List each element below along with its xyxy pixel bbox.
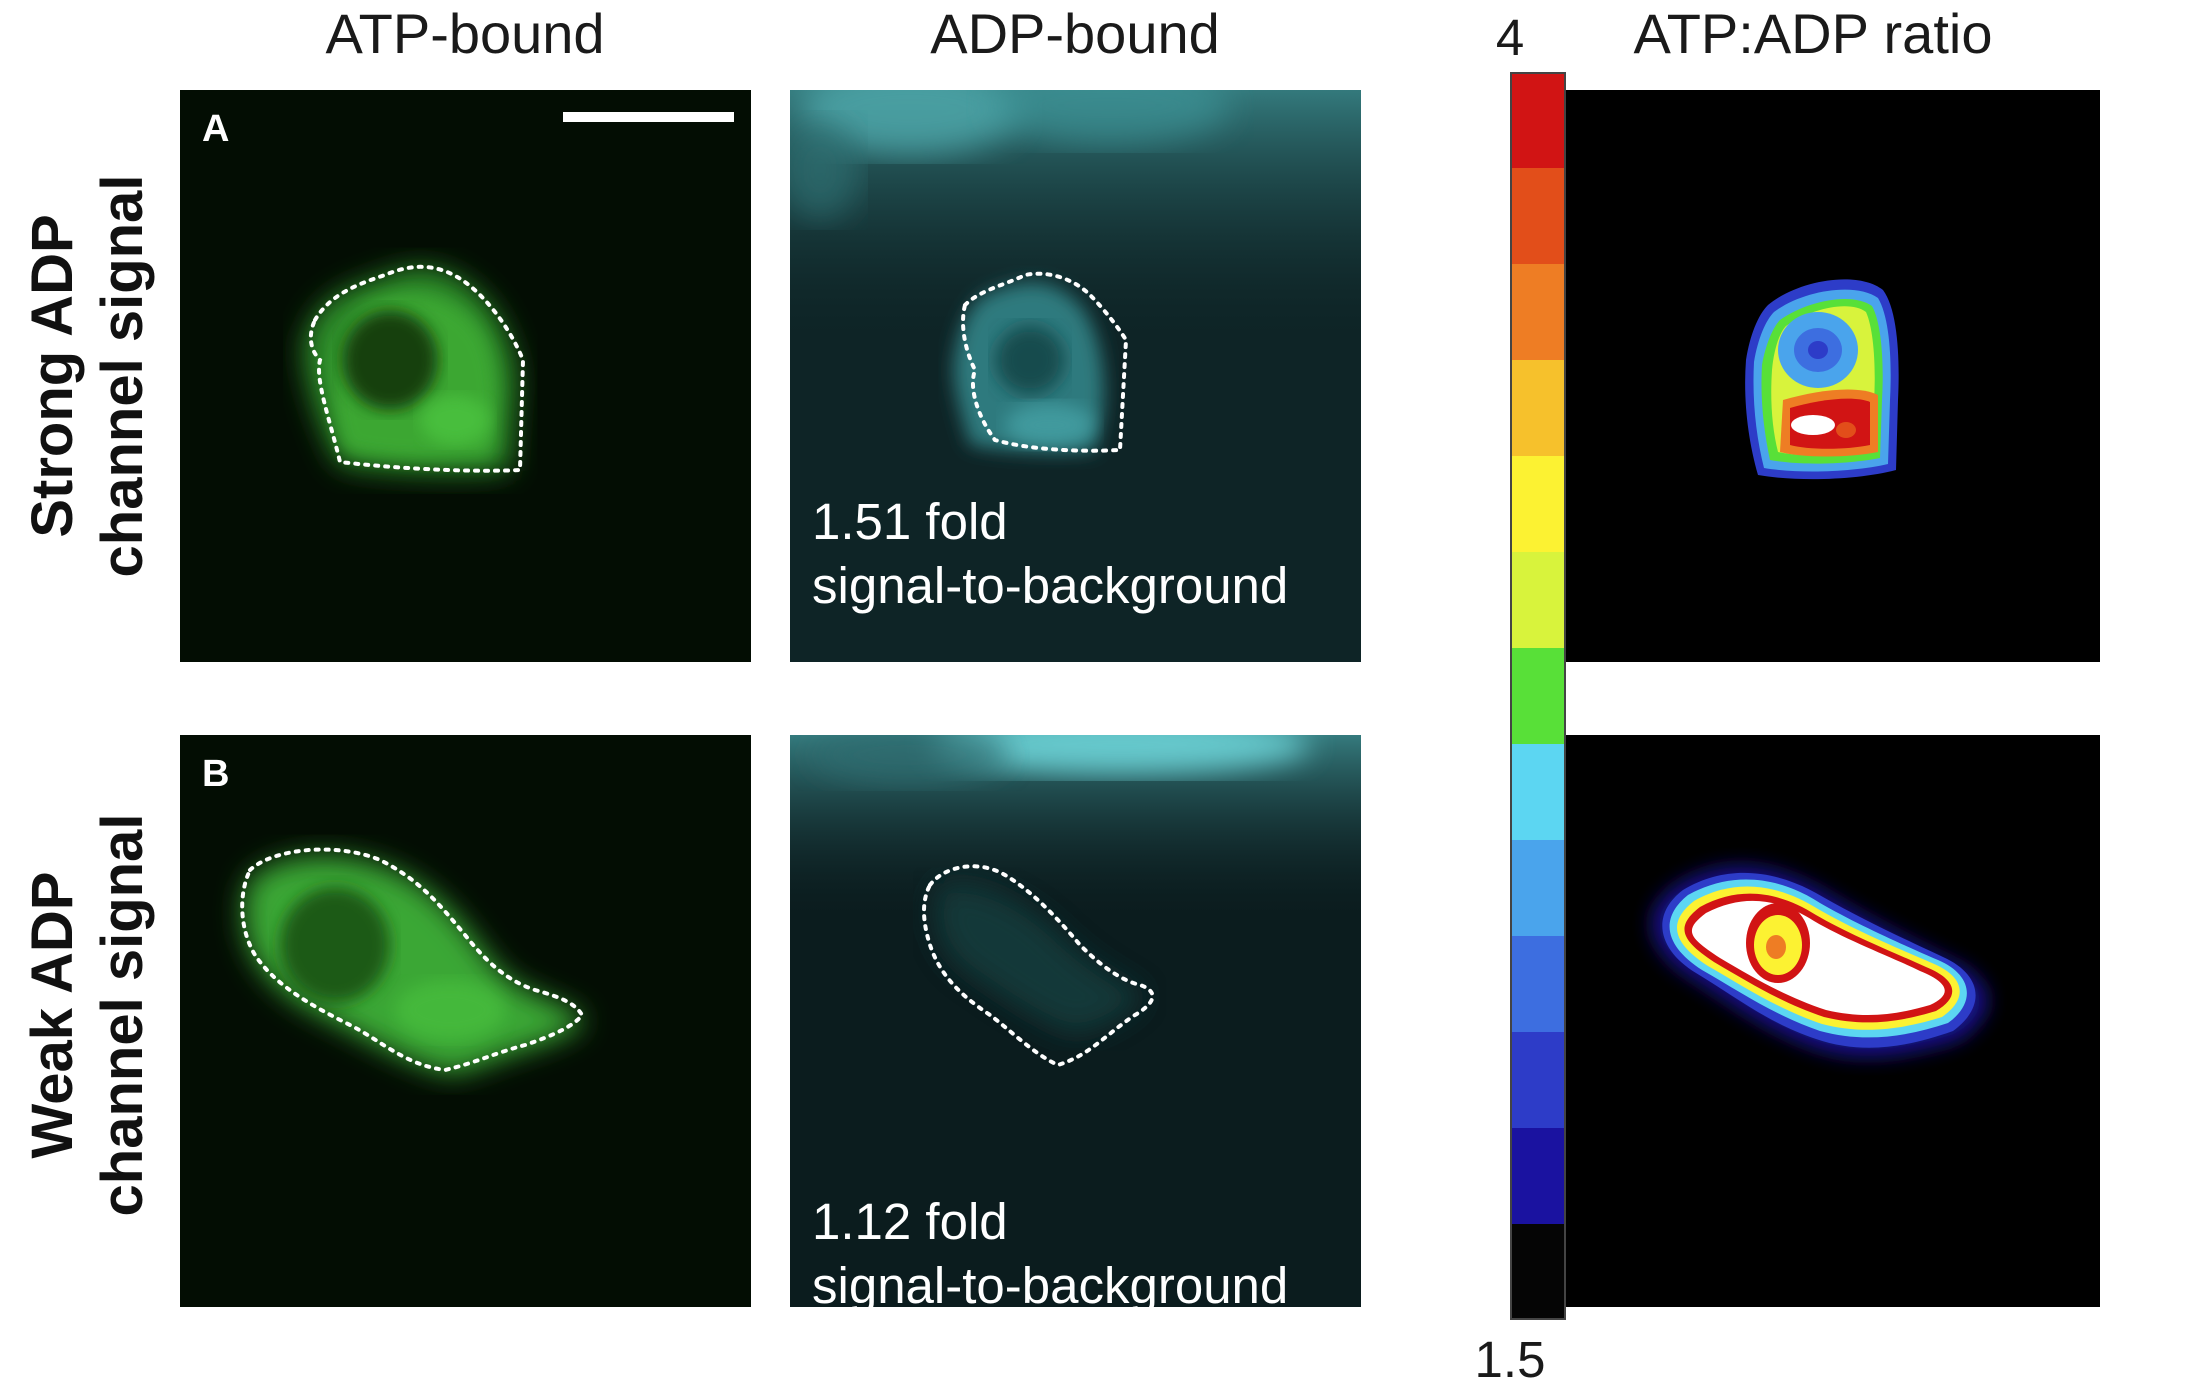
row-label-b: Weak ADP channel signal: [18, 755, 158, 1275]
row-label-b-line2: channel signal: [90, 813, 155, 1217]
cell-a-adp-outline: [961, 271, 1129, 453]
colorbar-segment: [1510, 456, 1566, 553]
cell-b-atp-outline: [240, 847, 585, 1073]
fold-text-a: 1.51 fold signal-to-background: [812, 490, 1288, 618]
cell-b-adp-outline: [922, 864, 1155, 1068]
panel-a-adp-svg: [790, 90, 1361, 453]
colorbar-frame: [1510, 72, 1566, 1320]
colorbar-segment: [1510, 840, 1566, 937]
colorbar-min-label: 1.5: [1474, 1331, 1546, 1388]
scale-bar: [563, 112, 734, 122]
colorbar-segment: [1510, 72, 1566, 169]
colorbar-max-label: 4: [1495, 9, 1525, 66]
cell-b-atp-nucleus: [280, 887, 390, 1003]
row-label-a-line2: channel signal: [90, 174, 155, 578]
header-adp-bound: ADP-bound: [930, 2, 1220, 65]
colorbar-segment: [1510, 1128, 1566, 1225]
panel-letter-b: B: [202, 753, 230, 795]
row-label-a: Strong ADP channel signal: [18, 116, 158, 636]
header-atp-bound: ATP-bound: [325, 2, 605, 65]
colorbar-segment: [1510, 552, 1566, 649]
panel-a-ratio-image: [1528, 90, 2100, 662]
panel-b-ratio-image: [1528, 735, 2100, 1307]
panel-b-adp-svg: [790, 735, 1361, 1068]
panel-b-atp-svg: [240, 847, 585, 1074]
panel-a-atp-image: A: [180, 90, 751, 662]
panel-letter-a: A: [202, 108, 230, 150]
colorbar-segment: [1510, 264, 1566, 361]
fold-value-b: 1.12 fold: [812, 1193, 1008, 1250]
colorbar-segment: [1510, 168, 1566, 265]
panel-a-ratio-svg: [1745, 279, 1899, 480]
colorbar-segment: [1510, 360, 1566, 457]
row-label-a-line1: Strong ADP: [20, 214, 85, 538]
colorbar-segment: [1510, 1224, 1566, 1320]
fold-value-a: 1.51 fold: [812, 493, 1008, 550]
panel-a-atp-svg: [304, 264, 526, 474]
panel-b-atp-image: B: [180, 735, 751, 1307]
colorbar-segment: [1510, 1032, 1566, 1129]
fold-caption-b: signal-to-background: [812, 1257, 1289, 1307]
fold-text-b: 1.12 fold signal-to-background: [812, 1190, 1288, 1307]
row-label-b-line1: Weak ADP: [20, 871, 85, 1159]
fold-caption-a: signal-to-background: [812, 557, 1289, 614]
colorbar-segment: [1510, 648, 1566, 745]
colorbar-segment: [1510, 744, 1566, 841]
panel-a-adp-image: 1.51 fold signal-to-background: [790, 90, 1361, 662]
panel-b-adp-image: 1.12 fold signal-to-background: [790, 735, 1361, 1307]
colorbar-segment: [1510, 936, 1566, 1033]
cell-a-atp-nucleus: [342, 310, 438, 410]
cell-a-atp-outline: [308, 264, 526, 473]
colorbar: [1510, 72, 1566, 1320]
header-atp-adp-ratio: ATP:ADP ratio: [1633, 2, 1993, 65]
panel-b-ratio-svg: [1652, 866, 1987, 1057]
